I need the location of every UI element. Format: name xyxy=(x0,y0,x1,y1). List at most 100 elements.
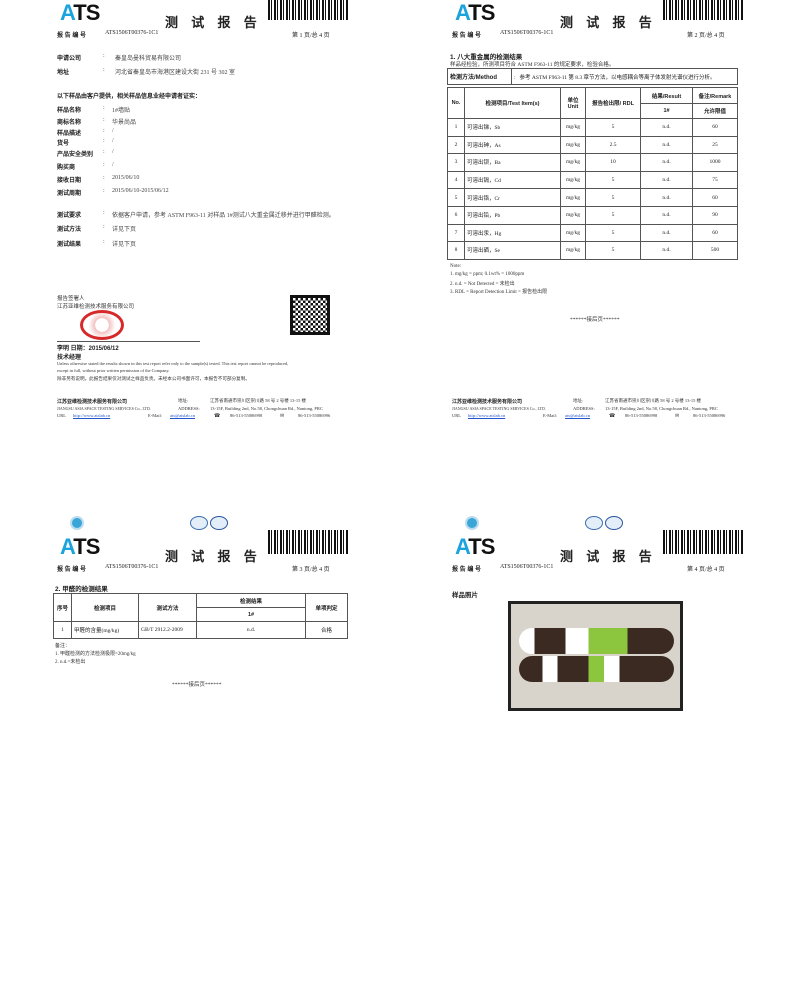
page-indicator: 第 2 页/总 4 页 xyxy=(687,33,725,39)
cell-rdl: 5 xyxy=(585,188,641,207)
cell-limit: 75 xyxy=(692,170,738,190)
col-no: 序号 xyxy=(53,593,72,622)
ats-logo-a: A xyxy=(60,534,74,559)
report-no-value: ATS1506T00376-1C1 xyxy=(500,564,554,570)
report-page-1: 申请公司 : 秦皇岛曼科贸易有限公司 地址 : 河北省秦皇岛市海港区建设大街 2… xyxy=(0,0,395,450)
barcode xyxy=(663,0,743,20)
footer-address-cn: 江苏省南通市崇川区崇川路 58 号 2 号楼 13-15 楼 xyxy=(210,398,306,403)
field-label: 购买商 xyxy=(57,165,76,171)
section-title: 2. 甲醛的检测结果 xyxy=(55,586,108,593)
note-line: Note: xyxy=(450,264,462,269)
report-page-3: 2. 甲醛的检测结果 序号 检测项目 测试方法 检测结果 单项判定 1# 1 甲… xyxy=(0,504,395,984)
company-seal xyxy=(80,310,124,340)
field-value: / xyxy=(112,138,114,144)
cell-unit: mg/kg xyxy=(560,223,586,243)
colon: : xyxy=(103,138,105,144)
colon: : xyxy=(103,117,105,123)
test-field-label: 测试结果 xyxy=(57,242,82,248)
method-value: : 参考 ASTM F963-11 第 8.3 章节方法，以电感耦合等离子体发射光… xyxy=(511,68,738,85)
footer-email-link[interactable]: ats@atslab.cn xyxy=(565,413,591,418)
footer-company-cn: 江苏亚维检测技术服务有限公司 xyxy=(452,399,523,405)
report-page-4: 样品照片 ATS 测 试 报 告报 告 编 号 ATS1506T00376-1C1 第… xyxy=(395,504,790,984)
wallpaper-roll xyxy=(519,628,674,654)
table-row: 4 可溶出镉，Cd mg/kg 5 n.d. 75 xyxy=(447,170,738,190)
applicant-value: 秦皇岛曼科贸易有限公司 xyxy=(115,56,182,62)
colon: : xyxy=(103,239,105,245)
ats-logo-ts: TS xyxy=(468,534,495,559)
col-no: No. xyxy=(447,87,465,119)
cell-result: n.d. xyxy=(640,223,693,243)
footer-address-en: 13-15F, Building 2nd, No.58, Chongchuan … xyxy=(210,406,323,411)
footer-url-link[interactable]: http://www.atslab.cn xyxy=(73,413,111,418)
report-title: 测 试 报 告 xyxy=(165,549,262,564)
footer-url-link[interactable]: http://www.atslab.cn xyxy=(468,413,506,418)
method-label: 检测方法/Method xyxy=(447,68,512,85)
cell-no: 5 xyxy=(447,188,465,207)
footer-address-label-en: ADDRESS: xyxy=(178,406,200,411)
report-no-value: ATS1506T00376-1C1 xyxy=(105,30,159,36)
col-rdl: 报告检出限/ RDL xyxy=(585,87,641,119)
cell-unit: mg/kg xyxy=(560,188,586,207)
footer-fax: 86-513-55086996 xyxy=(693,413,726,418)
footer-address-en: 13-15F, Building 2nd, No.58, Chongchuan … xyxy=(605,406,718,411)
continued-marker: ******接后页****** xyxy=(172,682,222,688)
colon: : xyxy=(103,105,105,111)
table-row: 7 可溶出汞，Hg mg/kg 5 n.d. 60 xyxy=(447,223,738,243)
footer-url-label: URL xyxy=(57,413,66,418)
ats-logo: ATS xyxy=(60,534,100,560)
cell-item: 可溶出铅，Pb xyxy=(464,205,561,225)
cell-result: n.d. xyxy=(640,205,693,225)
col-method: 测试方法 xyxy=(138,593,197,622)
test-field-value: 依据客户申请，参考 ASTM F963-11 对样品 1#测试八大重金属迁移并进… xyxy=(112,213,335,219)
footer-email-label: E-Mail: xyxy=(148,413,162,418)
section-title: 样品照片 xyxy=(452,592,478,599)
col-remark-limit: 允许限值 xyxy=(692,103,738,119)
cell-no: 4 xyxy=(447,170,465,190)
test-field-value: 详见下页 xyxy=(112,227,137,233)
ats-logo: ATS xyxy=(455,534,495,560)
cell-limit: 60 xyxy=(692,118,738,137)
barcode xyxy=(268,530,348,554)
field-label: 接收日期 xyxy=(57,178,82,184)
cell-item: 可溶出钡，Ba xyxy=(464,153,561,172)
cell-no: 1 xyxy=(447,118,465,137)
field-value: 2015/06/10-2015/06/12 xyxy=(112,188,169,194)
applicant-label: 申请公司 xyxy=(57,56,82,62)
footer-address-label-cn: 地址: xyxy=(573,398,584,403)
ats-logo: ATS xyxy=(455,0,495,26)
method-text: 参考 ASTM F963-11 第 8.3 章节方法，以电感耦合等离子体发射光谱… xyxy=(519,74,716,81)
method-table: 检测方法/Method : 参考 ASTM F963-11 第 8.3 章节方法，… xyxy=(447,68,738,85)
cell-rdl: 5 xyxy=(585,205,641,225)
note-line: 2. n.d. = Not Detected = 未检出 xyxy=(450,282,515,287)
cell-no: 2 xyxy=(447,135,465,155)
cell-no: 3 xyxy=(447,153,465,172)
address-label: 地址 xyxy=(57,70,70,76)
cell-unit: mg/kg xyxy=(560,241,586,260)
footer-tel: 86-513-55086998 xyxy=(625,413,658,418)
colon: : xyxy=(103,162,105,168)
footer-email-link[interactable]: ats@atslab.cn xyxy=(170,413,196,418)
address-value: 河北省秦皇岛市海港区建设大街 231 号 302 室 xyxy=(115,70,236,76)
cell-result: n.d. xyxy=(640,118,693,137)
report-title: 测 试 报 告 xyxy=(165,15,262,30)
ats-logo-ts: TS xyxy=(73,534,100,559)
cell-unit: mg/kg xyxy=(560,135,586,155)
cell-rdl: 5 xyxy=(585,223,641,243)
cell-verdict: 合格 xyxy=(305,621,348,639)
report-no-label: 报 告 编 号 xyxy=(452,567,482,573)
colon: : xyxy=(103,224,105,230)
ats-logo-ts: TS xyxy=(73,0,100,25)
ilac-cert-icon xyxy=(585,516,603,530)
cnas-cert-icon xyxy=(605,516,623,530)
report-no-label: 报 告 编 号 xyxy=(57,33,87,39)
cell-rdl: 2.5 xyxy=(585,135,641,155)
field-value: 华景尚品 xyxy=(112,120,137,126)
field-label: 样品描述 xyxy=(57,131,82,137)
table-row: 3 可溶出钡，Ba mg/kg 10 n.d. 1000 xyxy=(447,153,738,172)
cell-limit: 25 xyxy=(692,135,738,155)
col-result: 结果/Result xyxy=(640,87,693,104)
footer-address-label-en: ADDRESS: xyxy=(573,406,595,411)
report-page-2: 1. 八大重金属的检测结果 样品经检验，所测项目符合 ASTM F963-11 … xyxy=(395,0,790,450)
field-value: 2015/06/10 xyxy=(112,175,140,181)
footer-address-cn: 江苏省南通市崇川区崇川路 58 号 2 号楼 13-15 楼 xyxy=(605,398,701,403)
